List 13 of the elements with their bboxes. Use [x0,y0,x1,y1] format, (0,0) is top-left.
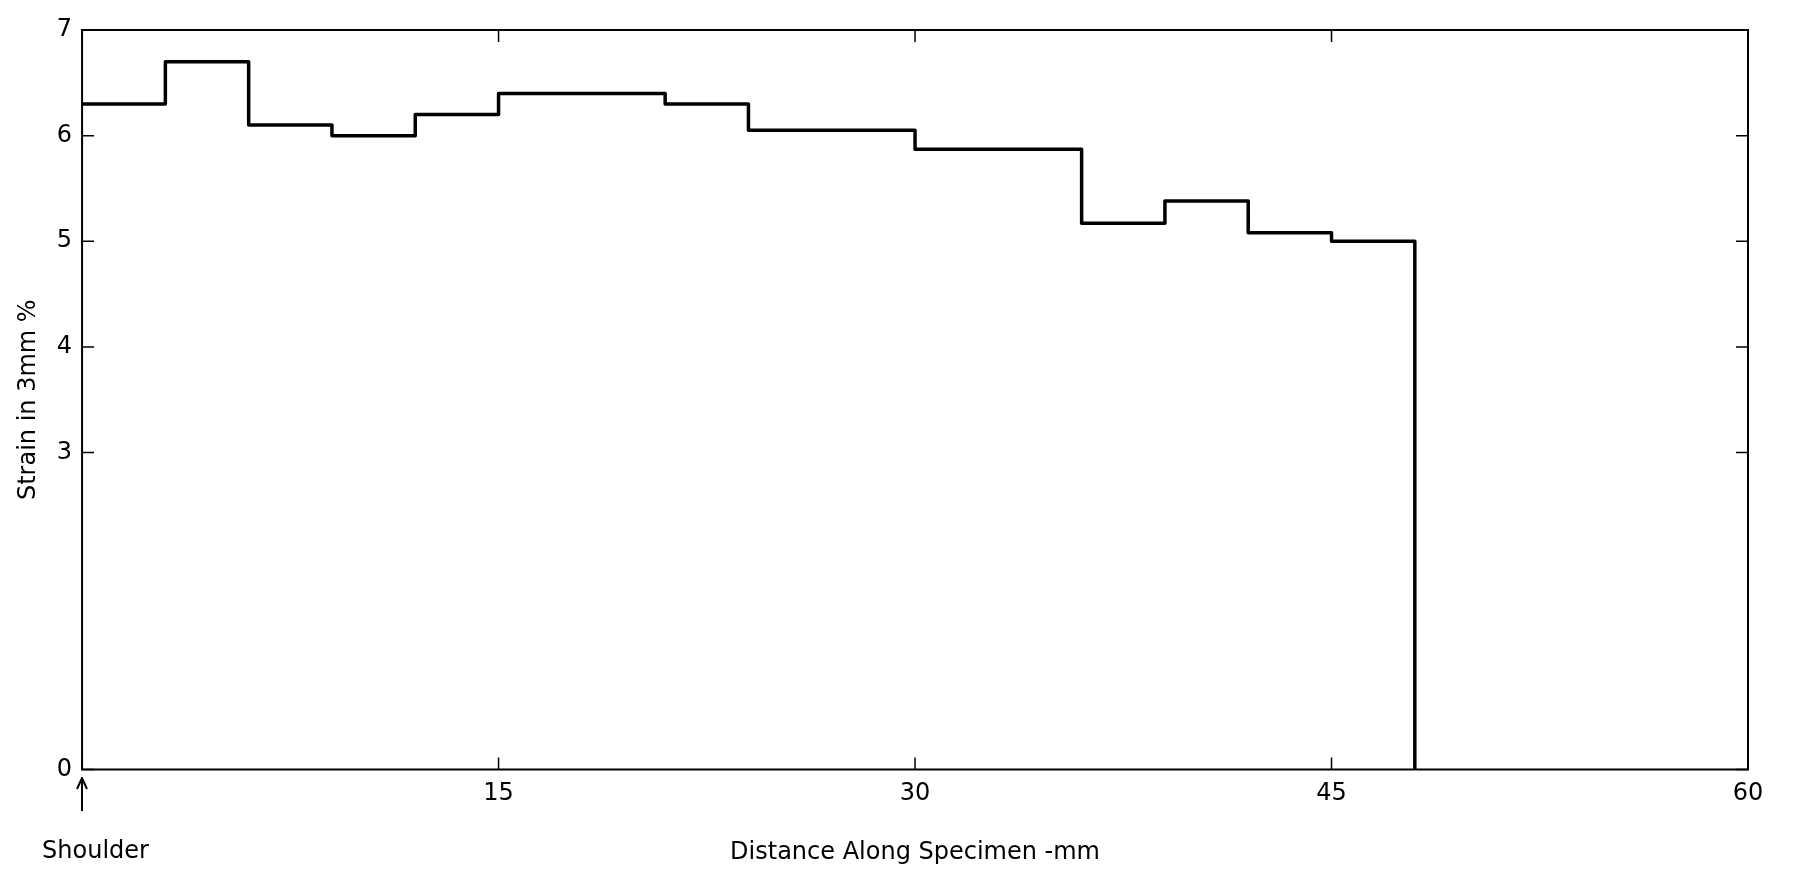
y-tick-label: 6 [56,119,73,148]
y-tick-label: 3 [56,436,73,465]
y-tick-label: 0 [56,753,73,782]
y-axis-title: Strain in 3mm % [12,299,41,501]
x-tick-label: 30 [899,778,931,807]
x-tick-label: 15 [483,778,514,807]
y-tick-label: 5 [56,225,73,254]
text: Shoulder [42,835,150,864]
y-tick-label: 7 [56,14,73,43]
y-tick-label: 4 [56,331,73,360]
x-axis-title: Distance Along Specimen -mm [730,836,1100,865]
x-tick-label: 45 [1316,778,1347,807]
x-tick-label: 60 [1732,778,1764,807]
